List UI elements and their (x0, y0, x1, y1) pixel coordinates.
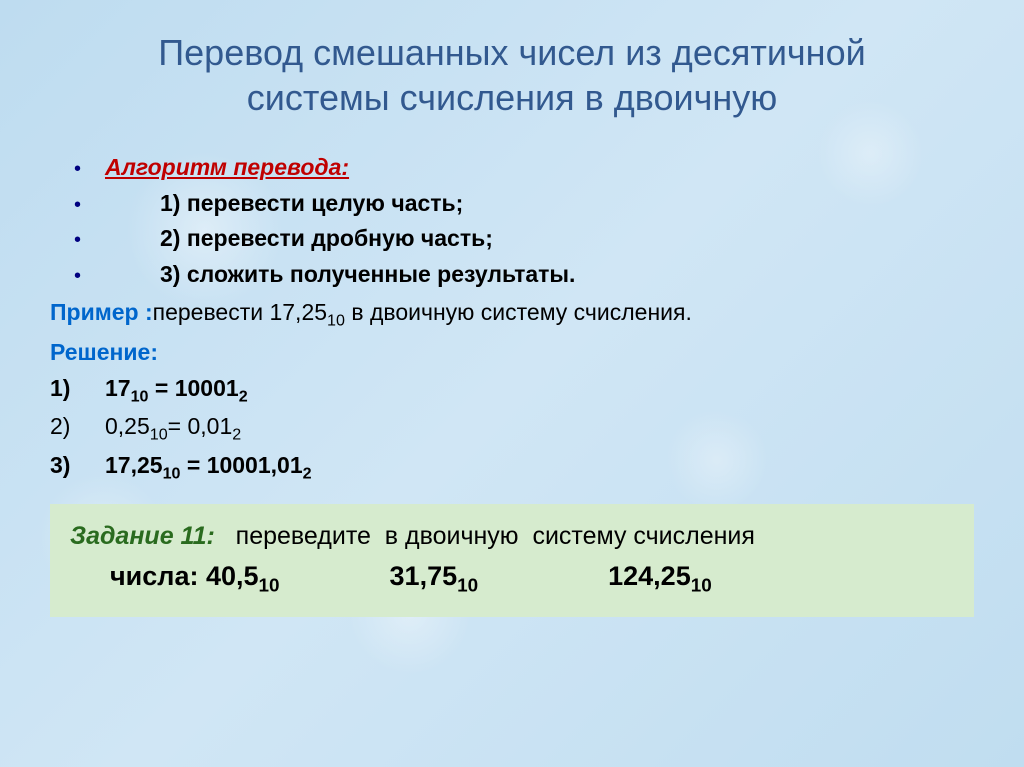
bullet-icon: • (50, 261, 105, 292)
solution-body: 1710 = 100012 (105, 371, 248, 410)
solution-number: 1) (50, 371, 105, 407)
slide-content: • Алгоритм перевода: • 1) перевести целую… (50, 150, 974, 617)
bullet-icon: • (50, 154, 105, 185)
task-number: 124,2510 (608, 561, 712, 591)
algo-step: 3) сложить полученные результаты. (160, 257, 575, 293)
solution-number: 2) (50, 409, 105, 445)
solution-label: Решение: (50, 335, 974, 371)
solution-row: 2)0,2510= 0,012 (50, 409, 974, 448)
task-line-1: Задание 11: переведите в двоичную систем… (70, 518, 954, 556)
task-numbers-row: числа: 40,510 31,7510 124,2510 (70, 556, 954, 601)
slide-title: Перевод смешанных чисел из десятичной си… (50, 30, 974, 120)
title-line-1: Перевод смешанных чисел из десятичной (158, 32, 865, 73)
example-label: Пример : (50, 299, 153, 325)
task-number: 40,510 (206, 561, 280, 591)
task-text-a: переведите в двоичную систему счисления (215, 522, 755, 550)
task-label: Задание 11: (70, 522, 215, 550)
algo-step-row: • 1) перевести целую часть; (50, 186, 974, 222)
algo-step: 2) перевести дробную часть; (160, 221, 493, 257)
solution-body: 0,2510= 0,012 (105, 409, 241, 448)
algo-step-row: • 2) перевести дробную часть; (50, 221, 974, 257)
example-text: перевести 17,2510 в двоичную систему счи… (153, 299, 692, 325)
example-line: Пример :перевести 17,2510 в двоичную сис… (50, 295, 974, 334)
bullet-icon: • (50, 190, 105, 221)
task-number: 31,7510 (390, 561, 479, 591)
title-line-2: системы счисления в двоичную (247, 77, 777, 118)
task-text-b: числа: (110, 561, 206, 591)
algo-header: Алгоритм перевода: (105, 150, 349, 186)
solution-row: 1)1710 = 100012 (50, 371, 974, 410)
algo-step: 1) перевести целую часть; (160, 186, 463, 222)
solution-number: 3) (50, 448, 105, 484)
task-box: Задание 11: переведите в двоичную систем… (50, 504, 974, 616)
solution-body: 17,2510 = 10001,012 (105, 448, 312, 487)
algo-step-row: • 3) сложить полученные результаты. (50, 257, 974, 293)
bullet-icon: • (50, 225, 105, 256)
algo-header-row: • Алгоритм перевода: (50, 150, 974, 186)
solution-row: 3)17,2510 = 10001,012 (50, 448, 974, 487)
